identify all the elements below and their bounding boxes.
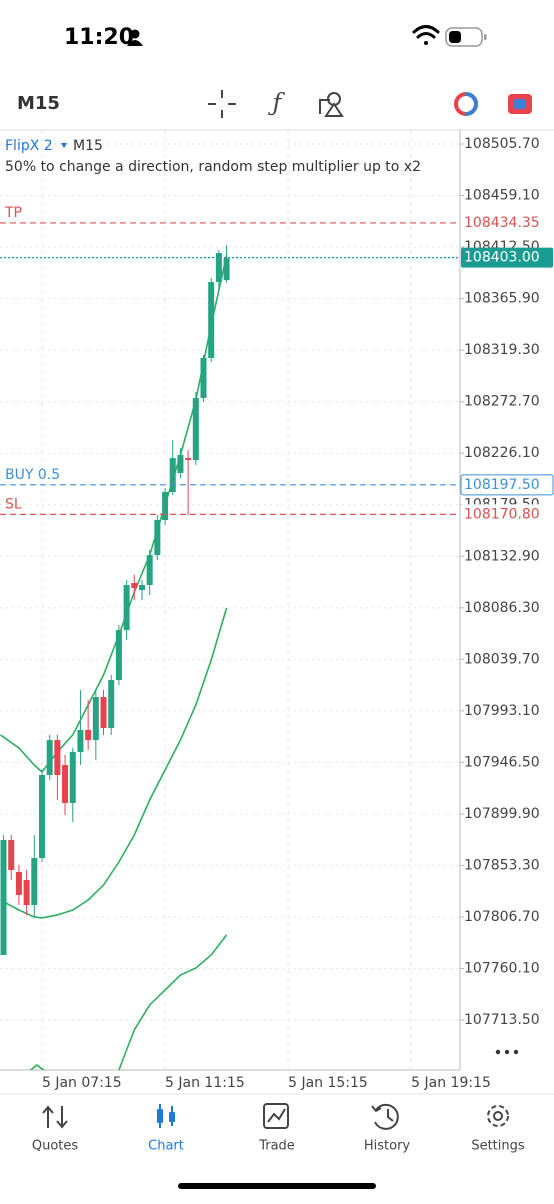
candle-body <box>138 585 145 590</box>
more-button[interactable] <box>495 1049 519 1055</box>
nav-label[interactable]: Settings <box>471 1139 525 1154</box>
x-tick-label: 5 Jan 11:15 <box>165 1075 245 1091</box>
band-line <box>0 254 228 774</box>
x-tick-label: 5 Jan 19:15 <box>411 1075 491 1091</box>
price-tag <box>461 212 553 233</box>
quotes-icon[interactable] <box>42 1105 68 1129</box>
candle-body <box>108 680 115 728</box>
price-lines: TP 108434.35 108403.00 BUY 0.5 108197.50 SL 10… <box>0 205 554 525</box>
y-tick-label: 108365.90 <box>464 291 540 307</box>
y-tick-label: 107713.50 <box>464 1012 540 1028</box>
y-tick-label: 108086.30 <box>464 600 540 616</box>
one-click-button[interactable] <box>508 94 532 114</box>
band-line <box>29 934 228 1070</box>
candle-body <box>8 840 15 870</box>
y-tick-label: 108132.90 <box>464 548 540 564</box>
toolbar-timeframe[interactable]: M15 <box>17 93 60 114</box>
price-tag-label: 108197.50 <box>464 477 540 493</box>
candle-body <box>0 840 7 956</box>
y-tick-label: 107853.30 <box>464 857 540 873</box>
candle-body <box>192 398 199 461</box>
battery-icon <box>445 27 487 47</box>
wifi-icon <box>412 25 440 45</box>
candle-body <box>92 697 99 741</box>
candle-body <box>200 358 207 399</box>
candle-body <box>215 253 222 283</box>
symbol-dropdown-icon[interactable] <box>61 143 67 148</box>
candle-body <box>115 630 122 681</box>
price-tag <box>461 504 553 525</box>
price-line-label: TP <box>4 205 22 221</box>
price-tag-label: 108434.35 <box>464 215 540 231</box>
trade-signal-button[interactable] <box>454 92 478 116</box>
y-tick-label: 107993.10 <box>464 703 540 719</box>
nav-label[interactable]: History <box>364 1139 411 1154</box>
price-tag <box>461 247 553 268</box>
candle-body <box>223 258 230 281</box>
nav-label[interactable]: Quotes <box>32 1139 79 1154</box>
chart-symbol[interactable]: FlipX 2 <box>5 138 53 154</box>
chart-timeframe: M15 <box>73 138 103 154</box>
candle-body <box>46 740 53 775</box>
y-tick-label: 108039.70 <box>464 651 540 667</box>
indicators-button[interactable]: ƒ <box>268 89 286 117</box>
chart-icon[interactable] <box>157 1104 175 1128</box>
price-tag <box>460 474 554 496</box>
candle-body <box>146 555 153 586</box>
x-tick-label: 5 Jan 07:15 <box>42 1075 122 1091</box>
settings-icon[interactable] <box>487 1105 509 1127</box>
candle-body <box>154 519 161 556</box>
y-tick-label: 107946.50 <box>464 754 540 770</box>
history-icon[interactable] <box>371 1103 399 1130</box>
grid <box>0 130 460 1070</box>
price-line-label: BUY 0.5 <box>5 467 60 483</box>
y-tick-label: 108319.30 <box>464 342 540 358</box>
bottom-nav: Quotes Chart Trade History Settings <box>32 1139 525 1154</box>
nav-label[interactable]: Chart <box>148 1139 184 1154</box>
candle-body <box>208 282 215 359</box>
candle-body <box>131 583 138 589</box>
y-tick-label: 107899.90 <box>464 806 540 822</box>
bands <box>0 254 228 1070</box>
price-tag-label: 108403.00 <box>464 250 540 266</box>
candle-body <box>185 458 192 461</box>
candle-body <box>23 880 30 906</box>
crosshair-button[interactable] <box>208 90 236 118</box>
candle-body <box>54 740 61 775</box>
candle-body <box>69 751 76 803</box>
home-indicator <box>178 1183 376 1189</box>
axes: 108505.70108459.10108412.50108365.901083… <box>42 136 540 1091</box>
candle-body <box>38 774 45 859</box>
candle-body <box>162 492 169 520</box>
candles <box>0 244 230 956</box>
y-tick-label: 108459.10 <box>464 188 540 204</box>
chart-description: 50% to change a direction, random step m… <box>5 159 421 175</box>
y-tick-label: 108505.70 <box>464 136 540 152</box>
y-tick-label: 107806.70 <box>464 909 540 925</box>
trade-icon[interactable] <box>263 1103 289 1129</box>
candle-body <box>85 729 92 741</box>
candle-body <box>15 871 22 895</box>
price-tag-label: 108170.80 <box>464 506 540 522</box>
objects-button[interactable] <box>319 92 344 117</box>
price-line-label: SL <box>5 496 22 512</box>
band-line <box>0 607 228 919</box>
nav-label[interactable]: Trade <box>258 1139 295 1154</box>
candle-body <box>77 729 84 752</box>
candle-body <box>31 858 38 906</box>
candle-body <box>62 765 69 803</box>
person-icon <box>127 29 143 46</box>
candle-body <box>177 454 184 474</box>
candle-body <box>100 697 107 728</box>
y-tick-label: 107760.10 <box>464 960 540 976</box>
candle-body <box>123 585 130 631</box>
y-tick-label: 108226.10 <box>464 445 540 461</box>
candle-body <box>169 458 176 493</box>
status-time: 11:20 <box>64 25 134 50</box>
y-tick-label: 108272.70 <box>464 394 540 410</box>
x-tick-label: 5 Jan 15:15 <box>288 1075 368 1091</box>
